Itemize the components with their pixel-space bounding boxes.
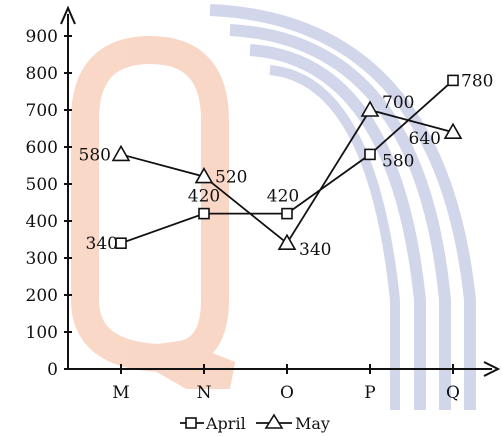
x-tick-label: Q: [446, 383, 460, 403]
y-tick-label: 800: [26, 64, 58, 84]
y-tick-label: 100: [26, 323, 58, 343]
data-label-april-n: 420: [188, 187, 220, 207]
x-tick-label: N: [197, 383, 212, 403]
point-may-m: [111, 144, 131, 162]
point-april-m: [115, 237, 127, 249]
data-label-may-p: 700: [382, 93, 414, 113]
point-may-p: [360, 100, 380, 117]
y-tick-label: 500: [26, 175, 58, 195]
y-tick-label: 200: [26, 286, 58, 306]
watermark-arc-2: [229, 24, 451, 410]
x-ticks: M N O P Q: [112, 364, 460, 403]
data-label-april-o: 420: [267, 187, 299, 207]
x-axis-arrow: [483, 361, 501, 377]
point-april-o: [281, 207, 293, 220]
legend-april-marker: [185, 417, 197, 429]
y-tick-label: 600: [26, 138, 58, 158]
point-may-n: [194, 166, 214, 184]
y-tick-label: 0: [47, 360, 58, 380]
point-april-q: [447, 74, 459, 87]
data-label-april-q: 780: [461, 71, 493, 91]
data-label-april-p: 580: [382, 151, 414, 171]
y-tick-label: 900: [26, 27, 58, 47]
y-ticks: 0 100 200 300 400 500 600 700 800 900: [26, 27, 72, 380]
legend: April May: [180, 413, 330, 433]
legend-may-marker: [264, 413, 284, 429]
watermark-q-letter: [71, 35, 236, 389]
y-tick-label: 700: [26, 101, 58, 121]
watermark-arc-3: [249, 44, 426, 410]
point-may-o: [277, 233, 297, 250]
data-labels: 340 420 420 580 780 580 520 340 700 640: [79, 71, 494, 260]
x-tick-label: P: [364, 383, 375, 403]
watermark-logo: [71, 4, 476, 410]
point-april-p: [364, 148, 376, 161]
x-tick-label: M: [112, 383, 129, 403]
y-axis-arrow: [60, 5, 76, 25]
data-label-may-o: 340: [299, 240, 331, 260]
data-label-may-m: 580: [79, 145, 111, 165]
data-label-april-m: 340: [86, 234, 118, 254]
series-markers: [111, 74, 463, 250]
point-april-n: [198, 207, 210, 220]
watermark-arc-4: [269, 65, 400, 410]
legend-april-label: April: [205, 414, 246, 433]
x-tick-label: O: [280, 383, 294, 403]
watermark-arc-1: [209, 4, 476, 410]
y-tick-label: 400: [26, 212, 58, 232]
y-tick-label: 300: [26, 249, 58, 269]
data-label-may-n: 520: [215, 168, 247, 188]
legend-may-label: May: [295, 414, 330, 433]
point-may-q: [443, 122, 463, 139]
data-label-may-q: 640: [409, 129, 441, 149]
